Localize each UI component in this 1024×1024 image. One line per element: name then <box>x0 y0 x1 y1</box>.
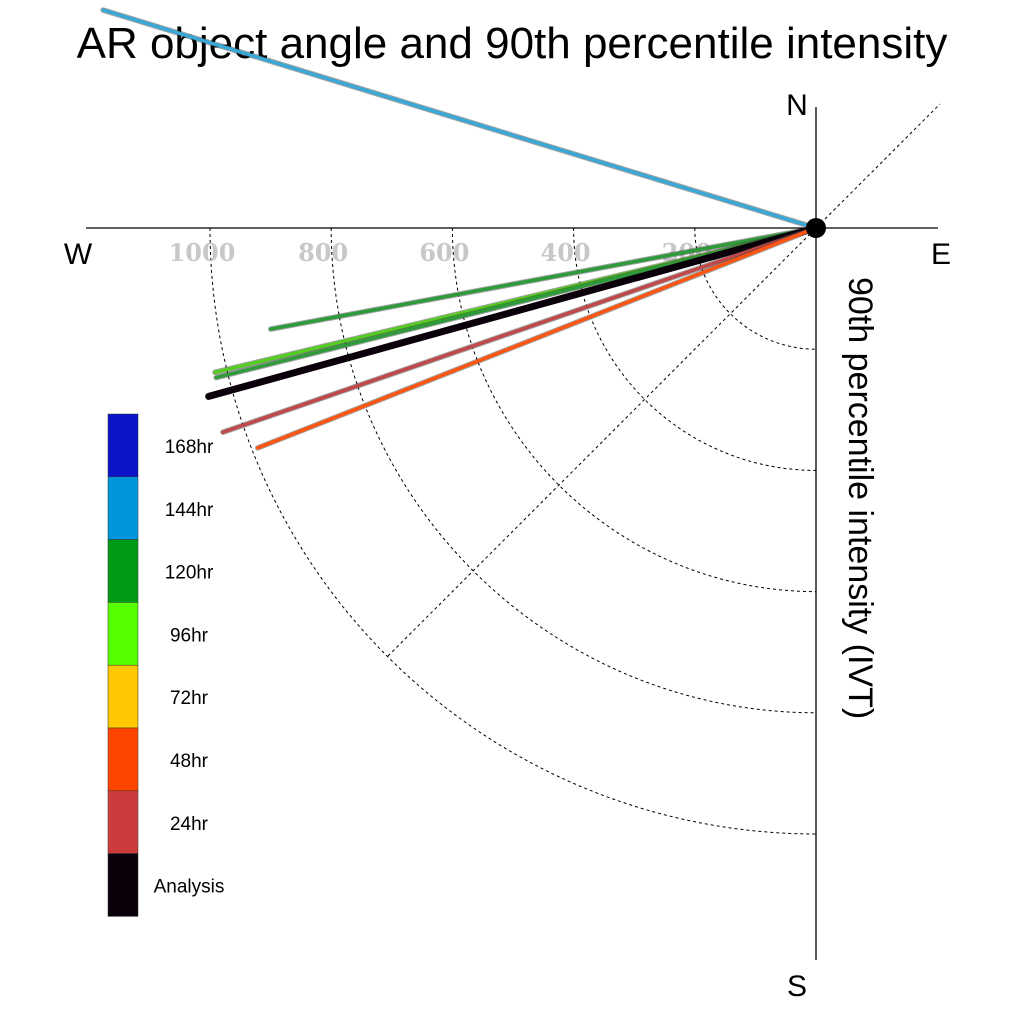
legend-swatch <box>107 664 139 729</box>
angle-vectors <box>100 7 820 451</box>
vector-24hr <box>221 226 818 434</box>
vector-120hr <box>269 226 818 331</box>
legend-label: Analysis <box>154 877 225 898</box>
vector-48hr <box>256 226 818 450</box>
grid-arc <box>209 227 817 835</box>
grid-diagonal <box>387 103 941 657</box>
radial-axis-label: 90th percentile intensity (IVT) <box>841 277 879 719</box>
compass-east: E <box>931 238 951 271</box>
legend-label: 48hr <box>170 751 209 772</box>
legend-swatch <box>107 413 139 478</box>
chart-title: AR object angle and 90th percentile inte… <box>77 19 948 68</box>
compass-west: W <box>64 238 93 271</box>
vector-analysis <box>205 224 820 400</box>
grid-arc <box>330 227 817 714</box>
compass-north: N <box>786 89 808 122</box>
legend-label: 72hr <box>170 688 209 709</box>
vector-144hr <box>101 8 818 230</box>
grid-arc <box>694 227 817 350</box>
legend-label: 96hr <box>170 625 209 646</box>
polar-grid <box>209 103 941 835</box>
legend-swatch <box>107 476 139 540</box>
radial-tick-label: 1000 <box>169 238 236 267</box>
radial-tick-label: 600 <box>419 238 469 267</box>
radial-tick-label: 800 <box>298 238 348 267</box>
legend-label: 24hr <box>170 814 209 835</box>
legend-label: 144hr <box>165 500 214 521</box>
legend-swatch <box>107 727 139 792</box>
compass-south: S <box>787 970 807 1003</box>
legend-swatch <box>107 539 139 603</box>
legend-swatch <box>107 853 139 917</box>
legend: 168hr 144hr 120hr 96hr 72hr 48hr 24hr Analysis <box>107 413 225 917</box>
radial-tick-label: 400 <box>541 238 591 267</box>
legend-swatch <box>107 790 139 854</box>
legend-swatch <box>107 602 139 666</box>
grid-arc <box>573 227 817 471</box>
legend-label: 168hr <box>165 437 214 458</box>
legend-label: 120hr <box>165 563 214 584</box>
origin-marker <box>806 218 826 238</box>
